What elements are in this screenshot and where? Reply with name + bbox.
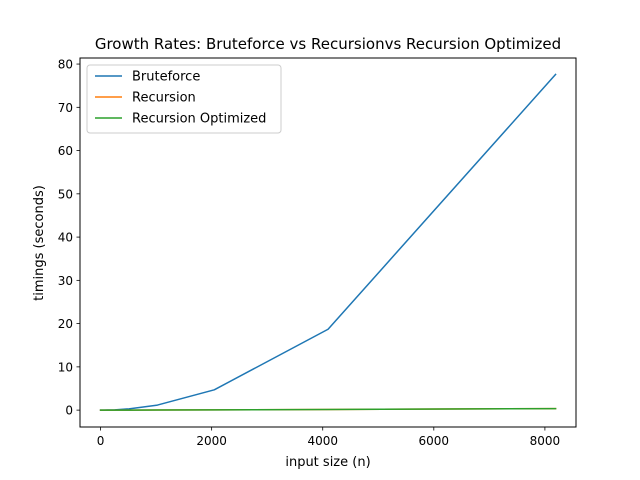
x-tick-label: 4000 [307,434,338,448]
legend: Bruteforce Recursion Recursion Optimized [86,64,282,134]
y-tick-label: 0 [65,404,73,418]
y-tick-label: 30 [58,274,73,288]
x-tick-label: 2000 [196,434,227,448]
plot-area [99,73,557,411]
legend-label-recursion-optimized: Recursion Optimized [132,112,266,127]
y-tick-label: 20 [58,317,73,331]
legend-label-bruteforce: Bruteforce [132,70,200,85]
y-axis-label: timings (seconds) [32,185,47,301]
y-axis: 0 10 20 30 40 50 60 70 80 [58,58,80,418]
x-tick-label: 8000 [530,434,561,448]
y-tick-label: 70 [58,101,73,115]
chart-title: Growth Rates: Bruteforce vs Recursionvs … [95,35,561,53]
y-tick-label: 50 [58,187,73,201]
legend-label-recursion: Recursion [132,91,196,106]
legend-box [86,64,282,134]
x-tick-label: 0 [97,434,105,448]
series-line-recursion-optimized [99,407,557,411]
y-tick-label: 60 [58,144,73,158]
x-tick-label: 6000 [419,434,450,448]
y-tick-label: 10 [58,360,73,374]
axes-frame [79,57,577,428]
y-tick-label: 80 [58,58,73,72]
x-axis: 0 2000 4000 6000 8000 [97,427,560,448]
y-tick-label: 40 [58,231,73,245]
x-axis-label: input size (n) [285,455,370,470]
